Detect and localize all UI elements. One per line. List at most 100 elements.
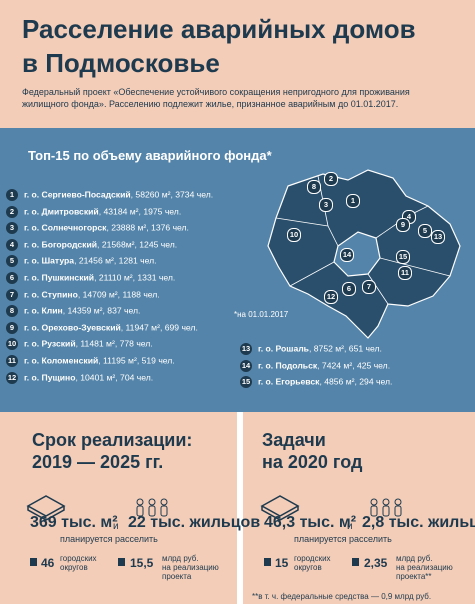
districts-label: округов: [294, 563, 322, 572]
icons: [260, 495, 402, 521]
map-label: 1: [346, 194, 360, 208]
item-number: 5: [6, 255, 18, 268]
item-name: г. о. Сергиево-Посадский: [24, 189, 131, 200]
item-number: 4: [6, 238, 18, 251]
districts: 15: [275, 556, 289, 570]
money: 2,35: [364, 556, 388, 570]
list-item: 7 г. о. Ступино, 14709 м², 1188 чел.: [6, 288, 160, 301]
item-number: 13: [240, 343, 252, 355]
item-number: 9: [6, 321, 18, 334]
subtitle-line: Федеральный проект «Обеспечение устойчив…: [22, 87, 410, 97]
and: и: [347, 521, 353, 532]
item-number: 11: [6, 355, 18, 367]
item-name: г. о. Орехово-Зуевский: [24, 322, 121, 333]
title-line: Расселение аварийных домов: [22, 14, 416, 44]
item-details: , 43184 м², 1975 чел.: [98, 205, 182, 216]
item-details: , 8752 м², 651 чел.: [308, 343, 382, 354]
item-number: 2: [6, 205, 18, 218]
list-item: 9 г. о. Орехово-Зуевский, 11947 м², 699 ч…: [6, 321, 198, 334]
item-name: г. о. Пущино: [24, 371, 76, 382]
item-number: 8: [6, 305, 18, 318]
districts-label: городских: [60, 554, 97, 563]
panel-title: на 2020 год: [262, 452, 363, 472]
item-details: , 21456 м², 1281 чел.: [74, 255, 157, 266]
note: *на 01.01.2017: [234, 310, 289, 319]
money-label: проекта**: [396, 572, 432, 581]
item-details: , 10401 м², 704 чел.: [75, 371, 154, 382]
map-moscow: [333, 231, 381, 277]
and: и: [113, 521, 119, 532]
item-number: 3: [6, 222, 18, 235]
item-number: 14: [240, 359, 252, 372]
item-details: , 21568м², 1245 чел.: [97, 239, 178, 250]
map-label: 12: [324, 290, 338, 304]
item-number: 10: [6, 338, 18, 351]
area: 46,3 тыс. м²: [264, 514, 357, 531]
list-item: 15 г. о. Егорьевск, 4856 м², 294 чел.: [240, 376, 392, 389]
item-name: г. о. Рошаль: [258, 343, 309, 354]
top15-section: Топ-15 по объему аварийного фонда* *на 0…: [0, 128, 475, 412]
map-label: 9: [396, 218, 410, 232]
residents: 22 тыс. жильцов: [128, 514, 261, 531]
list-item: 1 г. о. Сергиево-Посадский, 58260 м², 373…: [6, 189, 213, 201]
plan: планируется расселить: [294, 534, 392, 544]
money-icon: [118, 558, 125, 566]
item-number: 7: [6, 288, 18, 301]
item-name: г. о. Шатура: [24, 255, 75, 266]
money-label: на реализацию: [396, 563, 453, 572]
list-item: 12 г. о. Пущино, 10401 м², 704 чел.: [6, 371, 154, 384]
money-label: на реализацию: [162, 563, 219, 572]
item-details: , 21110 м², 1331 чел.: [94, 272, 176, 283]
map-label: 13: [431, 230, 445, 244]
item-name: г. о. Богородский: [24, 239, 98, 250]
list-item: 3 г. о. Солнечногорск, 23888 м², 1376 чел…: [6, 222, 189, 235]
plan: планируется расселить: [60, 534, 158, 544]
item-name: г. о. Пушкинский: [24, 272, 95, 283]
money-icon: [352, 558, 359, 566]
item-details: , 14709 м², 1188 чел.: [77, 288, 160, 299]
item-details: , 58260 м², 3734 чел.: [130, 189, 214, 200]
panel-title: 2019 — 2025 гг.: [32, 452, 164, 472]
districts-label: городских: [294, 554, 331, 563]
map-label: 6: [342, 282, 356, 296]
item-name: г. о. Коломенский: [24, 355, 99, 366]
list-item: 5 г. о. Шатура, 21456 м², 1281 чел.: [6, 255, 157, 268]
money-label: млрд руб.: [396, 554, 433, 563]
district-icon: [264, 558, 271, 566]
item-number: 12: [6, 371, 18, 384]
list-item: 4 г. о. Богородский, 21568м², 1245 чел.: [6, 238, 178, 251]
section-heading: Топ-15 по объему аварийного фонда*: [28, 148, 272, 163]
item-name: г. о. Клин: [24, 305, 63, 316]
item-details: , 14359 м², 837 чел.: [62, 305, 141, 316]
icons: [26, 495, 168, 521]
map-label: 14: [340, 248, 354, 262]
list-item: 2 г. о. Дмитровский, 43184 м², 1975 чел.: [6, 205, 182, 218]
panel-title: Срок реализации:: [32, 430, 193, 450]
item-name: г. о. Рузский: [24, 338, 76, 349]
list-item: 10 г. о. Рузский, 11481 м², 778 чел.: [6, 338, 153, 351]
list-item: 8 г. о. Клин, 14359 м², 837 чел.: [6, 305, 141, 318]
district-icon: [30, 558, 37, 566]
map-label: 15: [396, 250, 410, 264]
item-name: г. о. Подольск: [258, 359, 318, 370]
item-details: , 11481 м², 778 чел.: [75, 338, 153, 349]
item-name: г. о. Ступино: [24, 288, 78, 299]
item-details: , 11947 м², 699 чел.: [120, 322, 198, 333]
list-item: 13 г. о. Рошаль, 8752 м², 651 чел.: [240, 343, 382, 355]
money-label: млрд руб.: [162, 554, 199, 563]
item-name: г. о. Солнечногорск: [24, 222, 107, 233]
map-label: 11: [398, 266, 412, 280]
list-item: 14 г. о. Подольск, 7424 м², 425 чел.: [240, 359, 390, 372]
map-label: 2: [324, 172, 338, 186]
item-details: , 23888 м², 1376 чел.: [106, 222, 189, 233]
footnote: **в т. ч. федеральные средства — 0,9 млр…: [252, 592, 432, 601]
map-label: 7: [362, 280, 376, 294]
money-label: проекта: [162, 572, 192, 581]
list-item: 11 г. о. Коломенский, 11195 м², 519 чел.: [6, 355, 175, 367]
area: 369 тыс. м²: [30, 514, 118, 531]
map-label: 10: [287, 228, 301, 242]
districts-label: округов: [60, 563, 88, 572]
item-name: г. о. Егорьевск: [258, 376, 320, 387]
districts: 46: [41, 556, 55, 570]
